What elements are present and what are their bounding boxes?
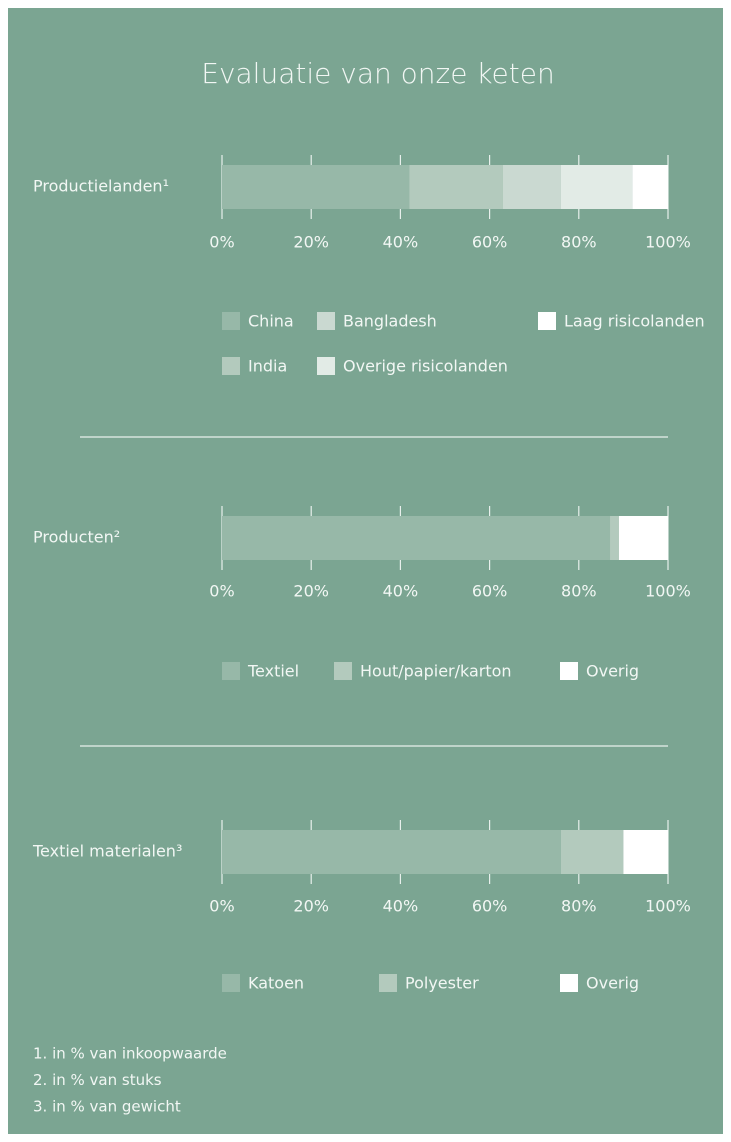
bar-segment <box>610 516 619 560</box>
x-tick-label: 40% <box>383 233 419 252</box>
bar-segment <box>560 830 624 874</box>
title: Evaluatie van onze keten <box>201 57 554 90</box>
x-tick-label: 40% <box>383 897 419 916</box>
bar-segment <box>222 830 561 874</box>
legend-label: Polyester <box>405 974 479 993</box>
x-tick-label: 0% <box>209 233 234 252</box>
category-label: Producten² <box>33 528 120 547</box>
legend-swatch <box>222 662 240 680</box>
x-tick-label: 0% <box>209 897 234 916</box>
category-label: Textiel materialen³ <box>32 842 182 861</box>
x-tick-label: 100% <box>645 233 691 252</box>
legend-swatch <box>560 662 578 680</box>
x-tick-label: 60% <box>472 582 508 601</box>
footnote: 2. in % van stuks <box>33 1071 162 1089</box>
x-tick-label: 100% <box>645 582 691 601</box>
x-tick-label: 20% <box>293 233 329 252</box>
x-tick-label: 60% <box>472 897 508 916</box>
x-tick-label: 20% <box>293 897 329 916</box>
legend-swatch <box>538 312 556 330</box>
legend-swatch <box>317 357 335 375</box>
legend-swatch <box>560 974 578 992</box>
x-tick-label: 80% <box>561 582 597 601</box>
bar-segment <box>560 165 633 209</box>
legend-swatch <box>222 312 240 330</box>
footnote: 3. in % van gewicht <box>33 1098 181 1116</box>
legend-label: Textiel <box>247 662 299 681</box>
x-tick-label: 100% <box>645 897 691 916</box>
x-tick-label: 0% <box>209 582 234 601</box>
x-tick-label: 60% <box>472 233 508 252</box>
legend-label: Overig <box>586 974 639 993</box>
legend-label: Bangladesh <box>343 312 437 331</box>
legend-swatch <box>317 312 335 330</box>
bar-segment <box>632 165 668 209</box>
legend-swatch <box>222 974 240 992</box>
legend-label: Katoen <box>248 974 304 993</box>
legend-label: Hout/papier/karton <box>360 662 512 681</box>
bar-segment <box>409 165 503 209</box>
x-tick-label: 40% <box>383 582 419 601</box>
bar-segment <box>222 165 410 209</box>
bar-segment <box>618 516 668 560</box>
legend-label: Overige risicolanden <box>343 357 508 376</box>
bar-segment <box>502 165 561 209</box>
legend-swatch <box>222 357 240 375</box>
legend-label: India <box>248 357 287 376</box>
category-label: Productielanden¹ <box>33 177 169 196</box>
x-tick-label: 80% <box>561 897 597 916</box>
x-tick-label: 20% <box>293 582 329 601</box>
bar-segment <box>623 830 668 874</box>
bar-segment <box>222 516 611 560</box>
legend-swatch <box>379 974 397 992</box>
legend-label: Laag risicolanden <box>564 312 705 331</box>
x-tick-label: 80% <box>561 233 597 252</box>
legend-swatch <box>334 662 352 680</box>
footnote: 1. in % van inkoopwaarde <box>33 1045 227 1063</box>
legend-label: China <box>248 312 294 331</box>
legend-label: Overig <box>586 662 639 681</box>
